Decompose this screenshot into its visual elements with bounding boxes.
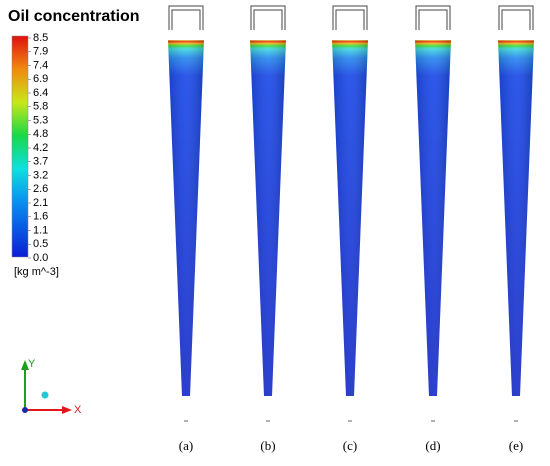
panel: (a) [168,5,204,453]
colorbar-label: 7.4 [33,59,48,71]
colorbar-label: 1.6 [33,211,48,223]
title: Oil concentration [8,8,140,25]
y-arrow-head [21,360,29,370]
colorbar-label: 5.8 [33,101,48,113]
panel-label: (d) [425,438,440,453]
panels: (a) (b) (c) (d) (e) [168,5,534,453]
inlet-box [332,5,368,30]
cone-shade [168,40,204,396]
panel: (c) [332,5,368,453]
colorbar-label: 4.8 [33,128,48,140]
colorbar-label: 3.2 [33,169,48,181]
cone-shade [250,40,286,396]
colorbar-label: 0.0 [33,252,48,264]
colorbar-label: 5.3 [33,114,48,126]
colorbar-label: 8.5 [33,32,48,44]
colorbar-label: 3.7 [33,156,48,168]
x-arrow-head [62,406,72,414]
inlet-box [168,5,204,30]
y-axis-label: Y [28,358,36,370]
z-dot [41,391,49,399]
colorbar-label: 2.1 [33,197,48,209]
colorbar-label: 4.2 [33,142,48,154]
colorbar-label: 7.9 [33,46,48,58]
cone-shade [498,40,534,396]
inlet-box [415,5,451,30]
panel: (e) [498,5,534,453]
inlet-box [250,5,286,30]
colorbar-label: 0.5 [33,238,48,250]
colorbar-unit: [kg m^-3] [14,266,59,278]
colorbar-label: 2.6 [33,183,48,195]
inlet-box [498,5,534,30]
colorbar [11,35,29,258]
panel-label: (b) [260,438,275,453]
colorbar-labels: 8.5 7.97.4 6.9 6.4 5.85.3 4.8 4.2 3.73.2 2.6 2.1 1… [28,32,48,264]
panel-label: (c) [343,438,357,453]
panel: (d) [415,5,451,453]
axis-triad: Y X [21,358,82,416]
x-axis-label: X [74,404,82,416]
colorbar-label: 6.4 [33,87,48,99]
panel: (b) [250,5,286,453]
cone-shade [332,40,368,396]
colorbar-label: 1.1 [33,224,48,236]
panel-label: (e) [509,438,523,453]
origin [22,407,28,413]
panel-label: (a) [179,438,193,453]
colorbar-label: 6.9 [33,73,48,85]
cone-shade [415,40,451,396]
